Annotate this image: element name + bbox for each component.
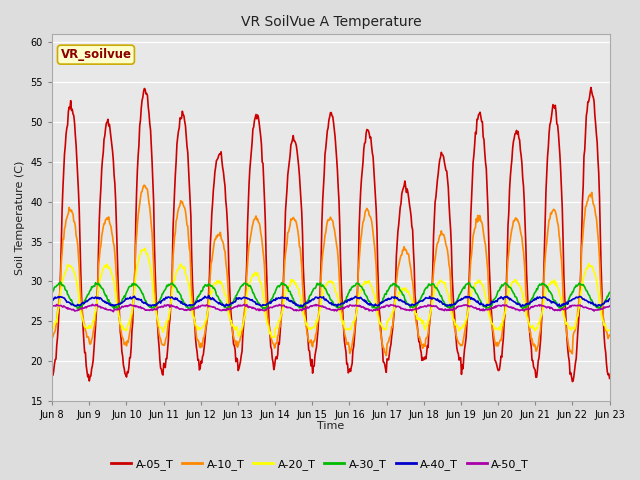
A-05_T [48,370,56,376]
A-05_T [172,159,180,165]
A-50_T [204,302,211,308]
Text: VR_soilvue: VR_soilvue [60,48,131,61]
Line: A-50_T: A-50_T [52,304,609,312]
A-40_T [299,304,307,310]
A-50_T [58,304,66,310]
A-40_T [417,299,424,304]
Line: A-30_T: A-30_T [52,282,609,309]
A-40_T [400,299,408,304]
A-20_T [141,245,149,251]
A-40_T [116,301,124,307]
A-30_T [59,282,67,288]
A-05_T [415,339,422,345]
A-50_T [400,306,408,312]
A-05_T [399,188,406,193]
A-30_T [48,290,56,296]
A-40_T [58,294,66,300]
Line: A-20_T: A-20_T [52,248,609,337]
A-10_T [605,332,613,338]
A-30_T [417,297,424,302]
A-05_T [116,314,124,320]
A-20_T [271,335,278,340]
A-10_T [202,321,210,327]
A-30_T [57,279,65,285]
A-10_T [48,335,56,340]
A-50_T [48,303,56,309]
A-05_T [202,329,209,335]
A-50_T [174,305,182,311]
Line: A-05_T: A-05_T [52,87,609,382]
A-30_T [204,283,211,289]
A-40_T [205,292,212,298]
A-30_T [400,293,408,299]
A-40_T [172,297,180,302]
A-05_T [58,205,66,211]
X-axis label: Time: Time [317,421,344,432]
Line: A-40_T: A-40_T [52,295,609,307]
A-30_T [173,287,180,292]
A-40_T [202,294,209,300]
A-10_T [116,317,124,323]
A-20_T [202,316,210,322]
A-05_T [587,84,595,90]
A-20_T [116,314,124,320]
A-30_T [116,301,124,307]
A-50_T [417,304,424,310]
A-30_T [186,306,193,312]
A-10_T [173,216,180,222]
A-20_T [58,279,66,285]
A-20_T [400,287,408,292]
A-30_T [605,289,613,295]
A-50_T [605,303,613,309]
A-50_T [109,309,117,314]
A-20_T [605,328,613,334]
A-20_T [417,318,424,324]
A-20_T [173,268,180,274]
A-40_T [605,296,613,301]
A-50_T [117,305,125,311]
A-05_T [568,379,576,384]
A-10_T [417,337,424,343]
A-10_T [58,250,66,255]
A-10_T [400,244,408,250]
A-10_T [383,353,390,359]
Title: VR SoilVue A Temperature: VR SoilVue A Temperature [241,15,421,29]
Y-axis label: Soil Temperature (C): Soil Temperature (C) [15,160,25,275]
A-05_T [605,375,613,381]
A-10_T [141,182,148,188]
A-40_T [48,297,56,303]
A-50_T [88,301,96,307]
Legend: A-05_T, A-10_T, A-20_T, A-30_T, A-40_T, A-50_T: A-05_T, A-10_T, A-20_T, A-30_T, A-40_T, … [107,455,533,474]
A-20_T [48,326,56,332]
Line: A-10_T: A-10_T [52,185,609,356]
